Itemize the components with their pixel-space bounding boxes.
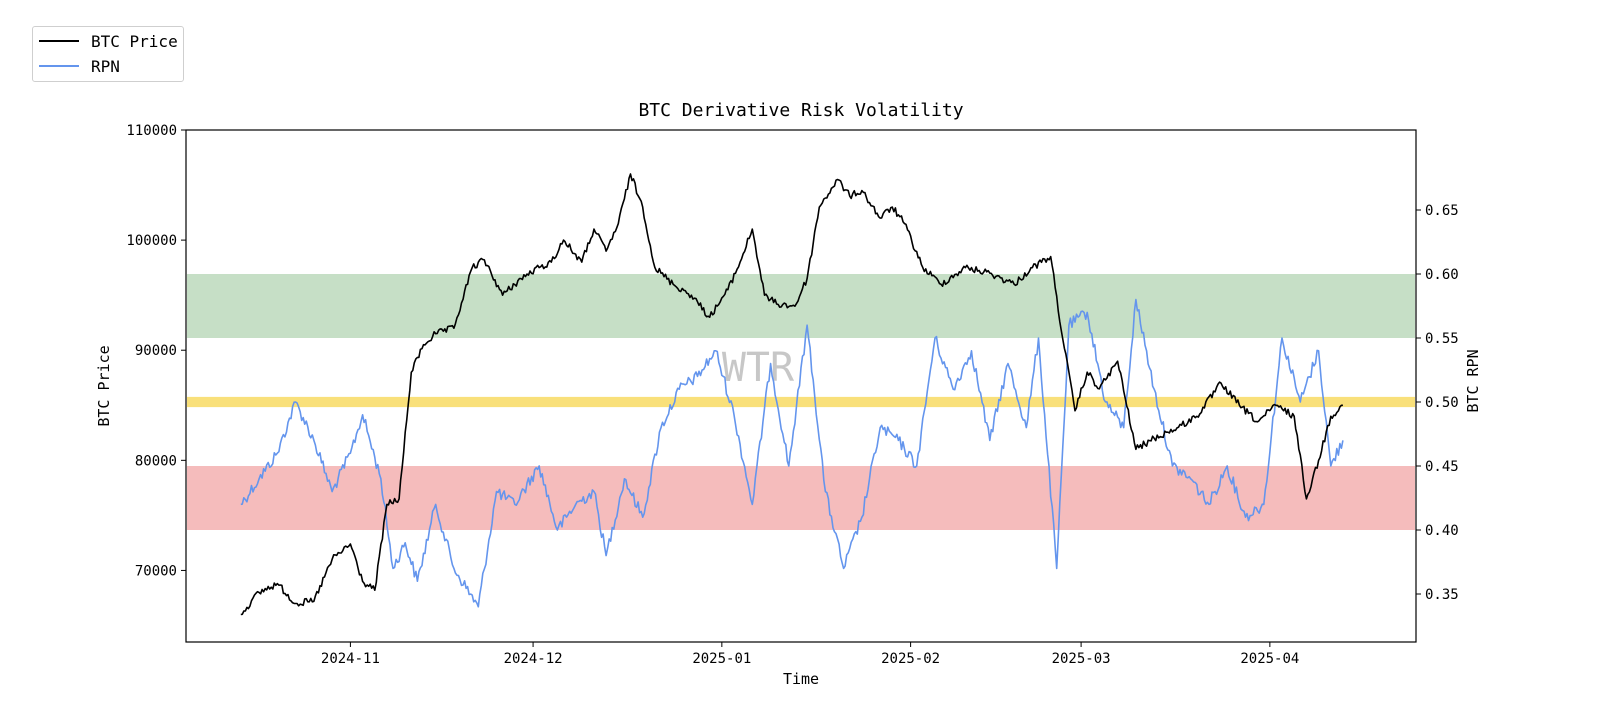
bands-layer — [187, 274, 1415, 530]
legend-label-btc-price: BTC Price — [91, 31, 178, 51]
series-layer — [240, 173, 1344, 616]
y-axis-left: 70000 80000 90000 100000 110000 — [126, 123, 186, 579]
y-axis-label-left: BTC Price — [95, 345, 113, 426]
x-axis: 2024-11 2024-12 2025-01 2025-02 2025-03 2025-… — [321, 642, 1299, 667]
x-tick-label: 2025-01 — [692, 651, 751, 667]
y-left-tick-label: 80000 — [135, 453, 177, 469]
y-right-tick-label: 0.45 — [1425, 459, 1459, 475]
legend-swatch-rpn — [39, 65, 79, 67]
x-tick-label: 2024-12 — [504, 651, 563, 667]
y-right-tick-label: 0.35 — [1425, 587, 1459, 603]
legend-item-btc-price: BTC Price — [39, 30, 178, 52]
y-left-tick-label: 70000 — [135, 563, 177, 579]
y-axis-label-right: BTC RPN — [1464, 349, 1482, 412]
legend: BTC Price RPN — [32, 26, 184, 82]
green-band — [187, 274, 1415, 338]
x-tick-label: 2025-04 — [1240, 651, 1299, 667]
y-right-tick-label: 0.60 — [1425, 267, 1459, 283]
chart-title: BTC Derivative Risk Volatility — [638, 100, 963, 121]
watermark: WTR — [722, 345, 795, 391]
legend-label-rpn: RPN — [91, 56, 120, 76]
y-axis-right: 0.35 0.40 0.45 0.50 0.55 0.60 0.65 — [1416, 203, 1459, 603]
y-left-tick-label: 90000 — [135, 343, 177, 359]
y-right-tick-label: 0.65 — [1425, 203, 1459, 219]
legend-swatch-btc-price — [39, 40, 79, 42]
btc-price-line — [240, 173, 1343, 616]
y-left-tick-label: 100000 — [126, 233, 177, 249]
plot-frame — [185, 129, 1417, 643]
y-left-tick-label: 110000 — [126, 123, 177, 139]
x-axis-label: Time — [783, 670, 819, 688]
x-tick-label: 2025-03 — [1052, 651, 1111, 667]
y-right-tick-label: 0.55 — [1425, 331, 1459, 347]
yellow-band — [187, 396, 1415, 408]
red-band — [187, 466, 1415, 530]
rpn-line — [240, 298, 1344, 608]
x-tick-label: 2025-02 — [881, 651, 940, 667]
y-right-tick-label: 0.50 — [1425, 395, 1459, 411]
legend-item-rpn: RPN — [39, 55, 120, 77]
x-tick-label: 2024-11 — [321, 651, 380, 667]
y-right-tick-label: 0.40 — [1425, 523, 1459, 539]
